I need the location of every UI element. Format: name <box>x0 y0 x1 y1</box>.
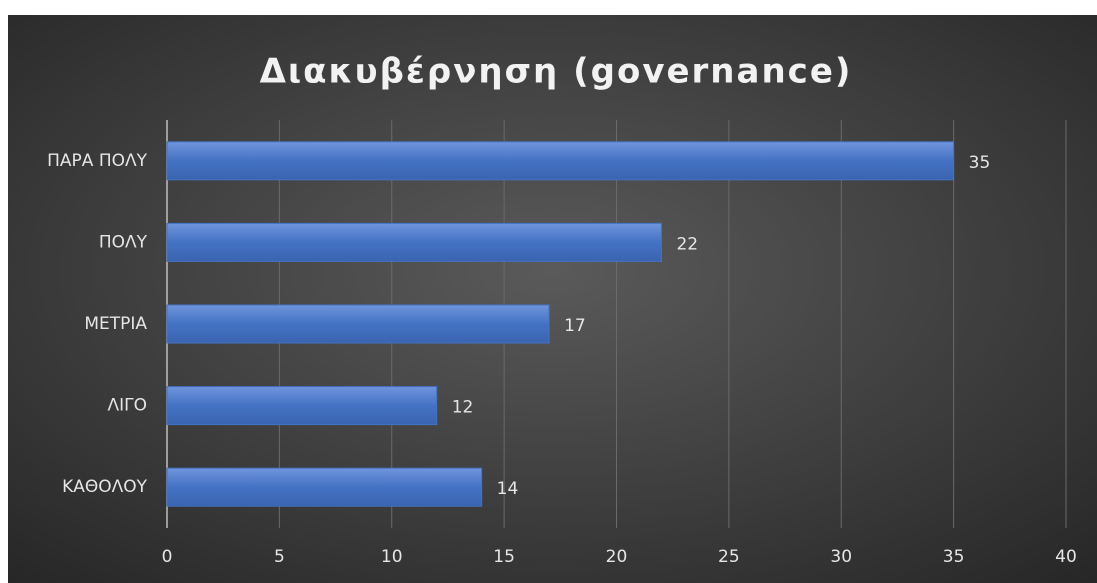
y-tick-label: ΚΑΘΟΛΟΥ <box>62 477 148 497</box>
x-tick-label: 0 <box>162 547 173 567</box>
y-tick-label: ΛΙΓΟ <box>108 396 148 416</box>
data-label: 22 <box>676 234 698 254</box>
data-label: 12 <box>452 398 474 418</box>
bar <box>166 467 483 507</box>
bar <box>166 222 662 262</box>
bar <box>166 304 550 344</box>
bar <box>166 386 438 426</box>
x-tick-label: 30 <box>830 547 852 567</box>
x-tick-label: 10 <box>381 547 403 567</box>
x-tick-label: 20 <box>606 547 628 567</box>
chart-title: Διακυβέρνηση (governance) <box>260 52 853 92</box>
bar <box>166 141 955 181</box>
data-label: 17 <box>564 316 586 336</box>
x-tick-label: 40 <box>1055 547 1077 567</box>
x-tick-label: 15 <box>493 547 515 567</box>
y-tick-label: ΜΕΤΡΙΑ <box>84 314 147 334</box>
x-tick-label: 25 <box>718 547 740 567</box>
y-tick-label: ΠΑΡΑ ΠΟΛΥ <box>47 151 147 171</box>
x-tick-label: 35 <box>943 547 965 567</box>
data-label: 14 <box>497 479 519 499</box>
data-label: 35 <box>969 153 991 173</box>
x-tick-label: 5 <box>274 547 285 567</box>
y-tick-label: ΠΟΛΥ <box>99 232 148 252</box>
